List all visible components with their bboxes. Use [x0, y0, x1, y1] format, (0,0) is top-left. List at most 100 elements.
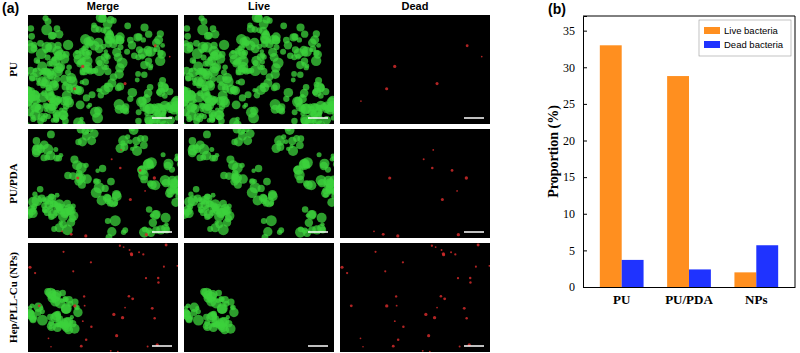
live-cell-stain [189, 137, 197, 145]
live-cell-stain [29, 75, 35, 81]
live-cell-stain [110, 73, 118, 81]
live-cell-stain [127, 96, 133, 102]
live-cell-stain [32, 192, 37, 197]
live-cell-stain [193, 186, 200, 193]
y-tick-label: 15 [563, 170, 575, 184]
live-cell-stain [242, 105, 246, 109]
dead-cell-stain [144, 190, 146, 192]
dead-cell-stain [76, 176, 79, 179]
legend-label: Live bacteria [724, 25, 779, 36]
live-cell-stain [232, 100, 241, 109]
dead-cell-stain [124, 307, 126, 309]
live-cell-stain [73, 308, 82, 317]
dead-cell-stain [373, 230, 375, 232]
bar [622, 260, 644, 287]
live-cell-stain [260, 83, 270, 93]
live-cell-stain [41, 69, 46, 74]
live-cell-stain [228, 160, 238, 170]
live-cell-stain [323, 176, 333, 186]
live-cell-stain [64, 200, 71, 207]
dead-cell-stain [384, 270, 386, 272]
live-cell-stain [200, 155, 206, 161]
dead-cell-stain [139, 169, 142, 172]
micrograph-background [28, 129, 178, 238]
live-cell-stain [31, 42, 37, 48]
y-tick: 15 [563, 170, 587, 184]
live-cell-stain [190, 57, 196, 63]
live-cell-stain [296, 23, 304, 31]
dead-cell-stain [402, 261, 404, 263]
dead-cell-stain [433, 316, 436, 319]
dead-cell-stain [451, 169, 454, 172]
dead-cell-stain [28, 266, 31, 269]
live-cell-stain [238, 132, 247, 141]
live-cell-stain [48, 209, 58, 219]
live-cell-stain [207, 226, 213, 232]
live-cell-stain [28, 94, 35, 102]
live-cell-stain [272, 144, 281, 153]
dead-cell-stain [131, 297, 134, 300]
micrograph [184, 15, 334, 124]
live-cell-stain [290, 144, 294, 148]
y-axis-title: Proportion (%) [546, 105, 562, 198]
live-cell-stain [285, 129, 295, 135]
live-cell-stain [302, 163, 307, 168]
live-cell-stain [62, 296, 67, 301]
live-cell-stain [207, 118, 212, 123]
live-cell-stain [55, 111, 60, 116]
live-cell-stain [301, 31, 308, 38]
bars [600, 45, 778, 287]
live-cell-stain [140, 141, 148, 149]
live-cell-stain [219, 40, 229, 50]
live-cell-stain [156, 119, 161, 124]
live-cell-stain [296, 141, 304, 149]
live-cell-stain [135, 78, 140, 83]
live-cell-stain [65, 70, 71, 76]
dead-cell-stain [396, 305, 398, 307]
live-cell-stain [236, 34, 247, 45]
dead-cell-stain [81, 65, 84, 68]
panel-label: (a) [2, 0, 19, 16]
live-cell-stain [203, 72, 210, 79]
live-cell-stain [267, 18, 273, 24]
dead-cell-stain [119, 167, 122, 170]
live-cell-stain [72, 160, 82, 170]
y-tick: 35 [563, 24, 587, 38]
live-cell-stain [103, 64, 108, 69]
scale-bar [464, 231, 484, 233]
micrograph-background [340, 243, 490, 352]
dead-cell-stain [90, 261, 92, 263]
dead-cell-stain [477, 243, 480, 246]
live-cell-stain [231, 86, 240, 95]
y-axis: 05101520253035 [563, 17, 587, 295]
dead-cell-stain [72, 270, 74, 272]
dead-cell-stain [394, 320, 396, 322]
live-cell-stain [220, 200, 227, 207]
dead-cell-stain [121, 316, 124, 319]
live-cell-stain [148, 180, 157, 189]
live-cell-stain [63, 40, 73, 50]
live-cell-stain [184, 94, 189, 101]
live-cell-stain [115, 84, 122, 91]
live-cell-stain [138, 97, 147, 106]
column-header: Live [248, 0, 270, 12]
live-cell-stain [218, 224, 229, 235]
live-cell-stain [238, 51, 247, 60]
live-cell-stain [218, 296, 223, 301]
live-cell-stain [34, 57, 40, 63]
dead-cell-stain [123, 246, 125, 248]
live-cell-stain [47, 130, 55, 138]
live-cell-stain [146, 163, 151, 168]
live-cell-stain [266, 73, 274, 81]
live-cell-stain [40, 83, 46, 89]
live-cell-stain [231, 50, 235, 54]
live-cell-stain [287, 53, 293, 59]
dead-cell-stain [362, 346, 364, 348]
live-cell-stain [105, 218, 111, 224]
live-cell-stain [300, 89, 309, 98]
y-tick-mark [583, 31, 587, 32]
live-cell-stain [223, 301, 229, 307]
dead-cell-stain [62, 251, 64, 253]
live-cell-stain [299, 159, 309, 169]
live-cell-stain [82, 78, 89, 85]
